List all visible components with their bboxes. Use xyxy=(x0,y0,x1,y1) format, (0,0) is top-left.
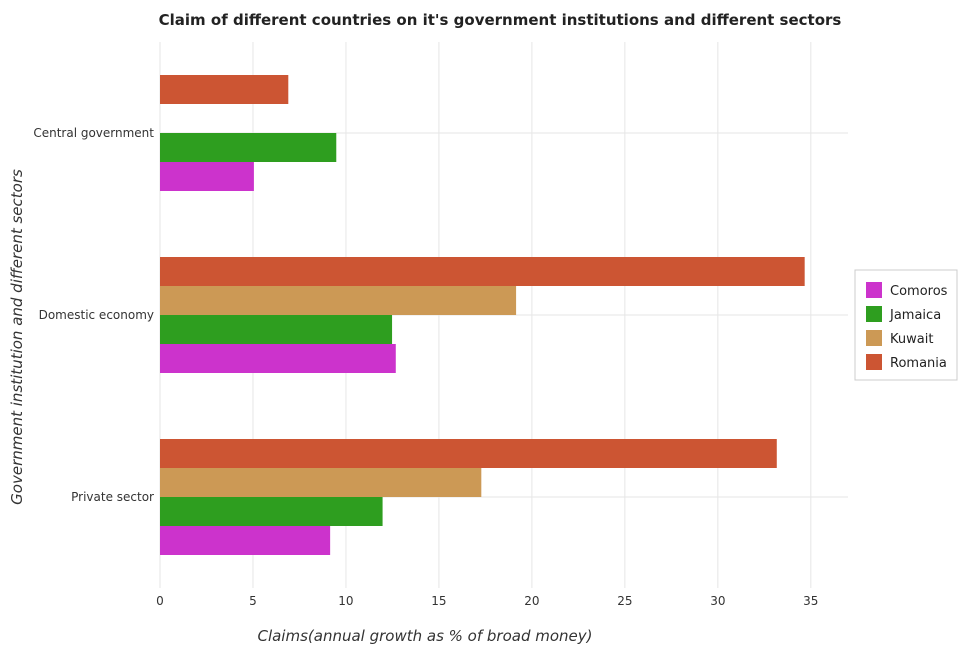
bar-comoros-1 xyxy=(160,344,396,373)
legend-swatch xyxy=(866,282,882,298)
x-tick-label: 20 xyxy=(524,594,539,608)
bar-comoros-2 xyxy=(160,526,331,555)
legend-label: Kuwait xyxy=(890,332,933,347)
chart-title: Claim of different countries on it's gov… xyxy=(159,11,842,29)
x-tick-labels: 0 5 10 15 20 25 30 35 xyxy=(156,594,818,608)
bar-romania-0 xyxy=(160,75,289,104)
bar-romania-2 xyxy=(160,439,777,468)
y-axis-label: Government institution and different sec… xyxy=(8,169,26,505)
x-tick-label: 35 xyxy=(803,594,818,608)
category-label: Central government xyxy=(33,126,154,140)
legend-swatch xyxy=(866,354,882,370)
category-label: Domestic economy xyxy=(39,308,154,322)
legend: Comoros Jamaica Kuwait Romania xyxy=(854,269,958,381)
legend-label: Jamaica xyxy=(889,308,941,323)
legend-label: Romania xyxy=(890,356,947,371)
x-tick-label: 5 xyxy=(249,594,257,608)
bar-kuwait-2 xyxy=(160,468,482,497)
bar-jamaica-2 xyxy=(160,497,383,526)
category-labels: Central government Domestic economy Privat… xyxy=(33,126,154,504)
bar-comoros-0 xyxy=(160,162,254,191)
legend-swatch xyxy=(866,330,882,346)
x-tick-label: 25 xyxy=(617,594,632,608)
legend-swatch xyxy=(866,306,882,322)
bars xyxy=(160,75,805,555)
x-tick-label: 10 xyxy=(338,594,353,608)
bar-kuwait-1 xyxy=(160,286,517,315)
bar-jamaica-1 xyxy=(160,315,393,344)
x-tick-label: 0 xyxy=(156,594,164,608)
category-label: Private sector xyxy=(71,490,154,504)
x-tick-label: 15 xyxy=(431,594,446,608)
x-axis-label: Claims(annual growth as % of broad money… xyxy=(257,627,592,645)
legend-label: Comoros xyxy=(890,284,948,299)
x-tick-label: 30 xyxy=(710,594,725,608)
bar-jamaica-0 xyxy=(160,133,337,162)
bar-romania-1 xyxy=(160,257,805,286)
